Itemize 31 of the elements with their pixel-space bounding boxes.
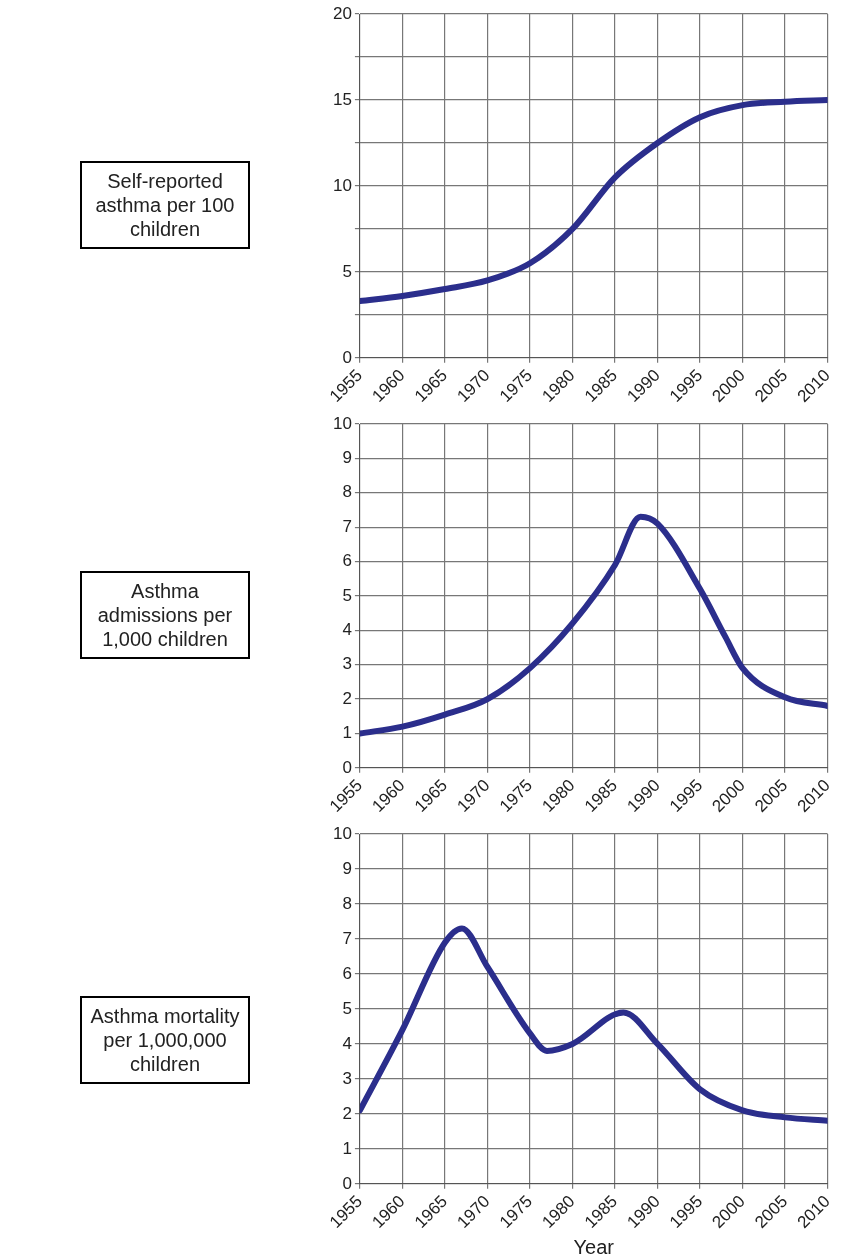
y-tick-label: 3	[342, 1068, 352, 1088]
y-tick-label: 1	[342, 723, 352, 743]
y-tick-label: 6	[342, 551, 352, 571]
y-tick-label: 15	[332, 89, 352, 109]
y-tick-label: 20	[332, 3, 352, 23]
y-tick-label: 0	[342, 757, 352, 777]
y-tick-label: 1	[342, 1138, 352, 1158]
y-tick-label: 0	[342, 347, 352, 367]
y-tick-label: 2	[342, 1103, 352, 1123]
y-tick-label: 8	[342, 893, 352, 913]
y-tick-label: 6	[342, 963, 352, 983]
y-tick-label: 4	[342, 1033, 352, 1053]
y-tick-label: 3	[342, 654, 352, 674]
y-tick-label: 8	[342, 482, 352, 502]
y-tick-label: 10	[332, 175, 352, 195]
y-tick-label: 9	[342, 448, 352, 468]
y-tick-label: 5	[342, 585, 352, 605]
y-axis-title: Asthma mortality per 1,000,000 children	[80, 996, 250, 1084]
y-tick-label: 10	[332, 823, 352, 843]
y-tick-label: 7	[342, 516, 352, 536]
y-tick-label: 5	[342, 261, 352, 281]
y-tick-label: 9	[342, 858, 352, 878]
y-axis-title: Asthma admissions per 1,000 children	[80, 571, 250, 659]
y-tick-label: 7	[342, 928, 352, 948]
y-tick-label: 4	[342, 619, 352, 639]
y-tick-label: 10	[332, 413, 352, 433]
y-axis-title: Self-reported asthma per 100 children	[80, 161, 250, 249]
y-tick-label: 2	[342, 688, 352, 708]
x-axis-title: Year	[573, 1235, 615, 1258]
y-tick-label: 0	[342, 1173, 352, 1193]
y-tick-label: 5	[342, 998, 352, 1018]
